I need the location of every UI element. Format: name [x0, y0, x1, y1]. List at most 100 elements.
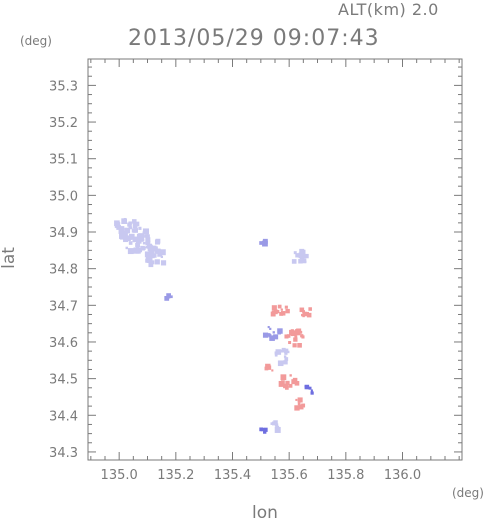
- echo-pixel: [164, 296, 170, 301]
- echo-pixel: [270, 422, 274, 425]
- echo-pixel: [270, 311, 276, 317]
- echo-pixel: [160, 260, 167, 266]
- echo-pixel: [121, 232, 127, 238]
- echo-pixel: [140, 245, 145, 251]
- y-tick-label: 34.5: [49, 373, 78, 388]
- echo-pixel: [144, 235, 147, 238]
- timestamp-title: 2013/05/29 09:07:43: [128, 26, 380, 51]
- echo-pixel: [145, 240, 151, 246]
- echo-region: [264, 363, 274, 372]
- x-tick-label: 135.2: [157, 468, 194, 483]
- echo-pixel: [308, 307, 312, 311]
- echo-region: [259, 427, 268, 434]
- echo-pixel: [114, 222, 121, 228]
- echo-pixel: [284, 351, 288, 355]
- echo-pixel: [146, 234, 150, 239]
- echo-pixel: [148, 249, 153, 255]
- echo-pixel: [302, 310, 306, 313]
- x-tick-label: 135.4: [214, 468, 251, 483]
- echo-pixel: [280, 311, 286, 316]
- echo-pixel: [274, 423, 279, 427]
- echo-pixel: [306, 386, 310, 390]
- echo-pixel: [142, 246, 146, 250]
- echo-pixel: [283, 348, 289, 353]
- echo-pixel: [136, 238, 140, 242]
- x-tick-label: 135.8: [327, 468, 364, 483]
- echo-region: [278, 374, 300, 390]
- echo-pixel: [288, 341, 292, 345]
- echo-pixel: [300, 334, 304, 338]
- echo-pixel: [294, 335, 298, 339]
- echo-pixel: [142, 228, 149, 235]
- echo-pixel: [294, 405, 300, 411]
- echo-pixel: [145, 237, 151, 243]
- echo-pixel: [297, 402, 301, 406]
- echo-pixel: [152, 246, 158, 252]
- echo-pixel: [289, 374, 292, 377]
- echo-pixel: [291, 259, 297, 264]
- y-tick-label: 35.3: [49, 79, 78, 94]
- echo-pixel: [304, 385, 307, 388]
- echo-pixel: [138, 226, 142, 230]
- echo-pixel: [277, 360, 284, 367]
- echo-pixel: [263, 430, 267, 434]
- echo-pixel: [302, 311, 307, 317]
- echo-pixel: [132, 223, 138, 229]
- echo-region: [145, 246, 167, 268]
- echo-region: [270, 420, 281, 433]
- echo-pixel: [157, 251, 162, 257]
- echo-pixel: [148, 262, 154, 268]
- echo-pixel: [160, 255, 164, 258]
- echo-pixel: [264, 366, 269, 371]
- echo-pixel: [147, 247, 151, 252]
- echo-region: [304, 384, 314, 395]
- echo-pixel: [310, 389, 313, 392]
- echo-pixel: [295, 329, 301, 335]
- echo-pixel: [132, 236, 139, 243]
- echo-pixel: [292, 343, 297, 348]
- echo-region: [164, 293, 173, 301]
- echo-pixel: [293, 337, 298, 342]
- echo-pixel: [170, 295, 173, 299]
- echo-pixel: [274, 426, 281, 433]
- echo-region: [262, 325, 283, 341]
- echo-pixel: [128, 225, 132, 229]
- echo-pixel: [120, 226, 125, 230]
- echo-pixel: [262, 240, 268, 247]
- echo-pixel: [269, 335, 275, 341]
- echo-pixel: [299, 248, 305, 254]
- echo-pixel: [259, 427, 264, 432]
- y-tick-label: 35.0: [49, 189, 78, 204]
- echo-pixel: [299, 307, 305, 313]
- echo-pixel: [118, 228, 125, 234]
- echo-pixel: [267, 325, 270, 329]
- echo-pixel: [121, 218, 127, 225]
- echo-pixel: [269, 327, 272, 330]
- echo-pixel: [290, 330, 297, 337]
- echo-pixel: [274, 353, 278, 357]
- echo-pixel: [125, 246, 128, 250]
- echo-pixel: [148, 258, 152, 262]
- echo-pixel: [284, 334, 289, 339]
- echo-pixel: [138, 233, 145, 240]
- echo-pixel: [149, 244, 153, 249]
- echo-pixel: [279, 330, 283, 333]
- echo-pixel: [116, 225, 122, 230]
- y-tick-label: 34.8: [49, 263, 78, 278]
- y-tick-label: 34.3: [49, 446, 78, 461]
- echo-region: [291, 248, 309, 264]
- echo-pixel: [280, 349, 284, 353]
- echo-pixel: [284, 357, 289, 361]
- echo-pixel: [275, 349, 282, 355]
- echo-pixel: [142, 231, 146, 235]
- echo-pixel: [127, 248, 134, 255]
- echo-pixel: [271, 305, 277, 311]
- echo-pixel: [146, 246, 149, 249]
- echo-pixel: [295, 398, 298, 401]
- echo-pixel: [272, 331, 275, 334]
- echo-pixel: [285, 308, 290, 314]
- echo-pixel: [123, 236, 129, 243]
- echo-pixel: [264, 428, 268, 432]
- x-tick-label: 136.0: [384, 468, 421, 483]
- echo-pixel: [274, 351, 278, 355]
